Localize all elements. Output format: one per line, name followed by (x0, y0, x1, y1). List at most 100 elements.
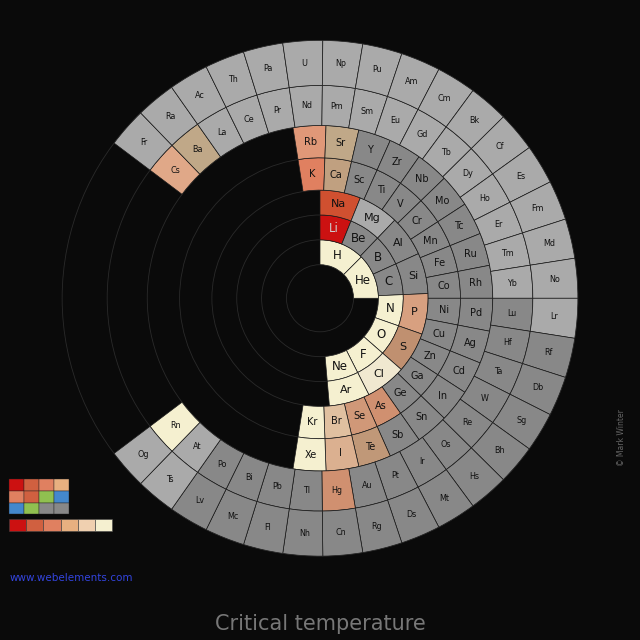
Text: Mn: Mn (423, 236, 438, 246)
Wedge shape (375, 294, 403, 326)
Text: Au: Au (362, 481, 372, 490)
Wedge shape (293, 125, 326, 159)
Wedge shape (471, 117, 529, 174)
Wedge shape (323, 40, 363, 88)
Wedge shape (426, 298, 460, 325)
Text: Lr: Lr (551, 312, 559, 321)
Wedge shape (377, 413, 419, 456)
Text: O: O (376, 328, 386, 340)
Wedge shape (327, 372, 369, 406)
Text: Pr: Pr (273, 106, 282, 115)
Text: Cl: Cl (373, 369, 384, 379)
Wedge shape (438, 351, 480, 392)
Wedge shape (150, 402, 200, 451)
Text: Pa: Pa (263, 64, 273, 73)
Text: Rh: Rh (469, 278, 483, 288)
Text: Ru: Ru (464, 249, 477, 259)
Bar (77, 519, 95, 531)
Text: Mt: Mt (440, 493, 449, 502)
Text: Bh: Bh (495, 445, 505, 454)
Wedge shape (324, 158, 351, 193)
Text: Ra: Ra (165, 113, 175, 122)
Text: Ir: Ir (419, 458, 425, 467)
Wedge shape (324, 404, 351, 438)
Text: Os: Os (441, 440, 451, 449)
Bar (95, 519, 112, 531)
Wedge shape (325, 435, 359, 471)
Text: Se: Se (353, 411, 365, 421)
Wedge shape (382, 183, 421, 223)
Text: He: He (355, 274, 371, 287)
Text: Pu: Pu (372, 65, 382, 74)
Wedge shape (364, 170, 401, 210)
Text: Pb: Pb (273, 482, 282, 491)
Bar (39, 491, 54, 502)
Text: Bk: Bk (468, 116, 479, 125)
Text: Kr: Kr (307, 417, 317, 428)
Text: Ts: Ts (166, 475, 173, 484)
Text: Np: Np (335, 60, 346, 68)
Text: Sb: Sb (391, 429, 403, 440)
Text: Xe: Xe (304, 449, 317, 460)
Wedge shape (141, 451, 198, 509)
Text: Rn: Rn (170, 421, 180, 431)
Wedge shape (493, 148, 550, 202)
Text: Cd: Cd (452, 365, 465, 376)
Wedge shape (420, 319, 458, 351)
Text: S: S (399, 342, 406, 351)
Bar (10, 519, 26, 531)
Wedge shape (364, 387, 401, 426)
Wedge shape (322, 468, 355, 511)
Text: Pd: Pd (470, 308, 482, 318)
Bar (10, 491, 24, 502)
Wedge shape (401, 157, 444, 201)
Bar (26, 519, 44, 531)
Wedge shape (172, 124, 221, 174)
Bar (10, 502, 24, 515)
Wedge shape (510, 182, 565, 233)
Text: Tm: Tm (501, 249, 514, 258)
Wedge shape (450, 234, 490, 271)
Text: Ne: Ne (332, 360, 348, 373)
Text: Cm: Cm (438, 94, 451, 103)
Text: Lu: Lu (508, 308, 517, 318)
Wedge shape (344, 257, 378, 298)
Wedge shape (426, 271, 460, 298)
Text: Fe: Fe (433, 258, 445, 268)
Bar (10, 479, 24, 491)
Wedge shape (289, 469, 323, 511)
Wedge shape (421, 179, 465, 222)
Wedge shape (364, 317, 399, 353)
Text: La: La (217, 128, 227, 137)
Text: Pm: Pm (331, 102, 344, 111)
Wedge shape (325, 125, 359, 161)
Bar (24, 502, 39, 515)
Text: Fr: Fr (140, 138, 147, 147)
Bar (24, 479, 39, 491)
Wedge shape (358, 353, 401, 395)
Wedge shape (510, 364, 565, 415)
Text: Mc: Mc (227, 513, 239, 522)
Wedge shape (418, 69, 473, 127)
Wedge shape (383, 326, 422, 369)
Text: Tb: Tb (441, 148, 451, 157)
Wedge shape (283, 40, 323, 88)
Wedge shape (373, 264, 403, 296)
Wedge shape (325, 350, 358, 381)
Wedge shape (293, 437, 326, 471)
Text: Eu: Eu (390, 116, 400, 125)
Wedge shape (522, 219, 575, 265)
Wedge shape (355, 44, 402, 97)
Text: Cn: Cn (335, 528, 346, 537)
Wedge shape (344, 161, 377, 200)
Text: Cu: Cu (433, 328, 445, 339)
Wedge shape (491, 265, 533, 298)
Text: Pt: Pt (391, 471, 399, 480)
Text: Cf: Cf (495, 142, 504, 151)
Text: Hg: Hg (332, 486, 342, 495)
Wedge shape (421, 375, 465, 419)
Wedge shape (244, 502, 289, 554)
Wedge shape (342, 221, 378, 256)
Wedge shape (244, 43, 289, 95)
Text: Ge: Ge (394, 388, 408, 397)
